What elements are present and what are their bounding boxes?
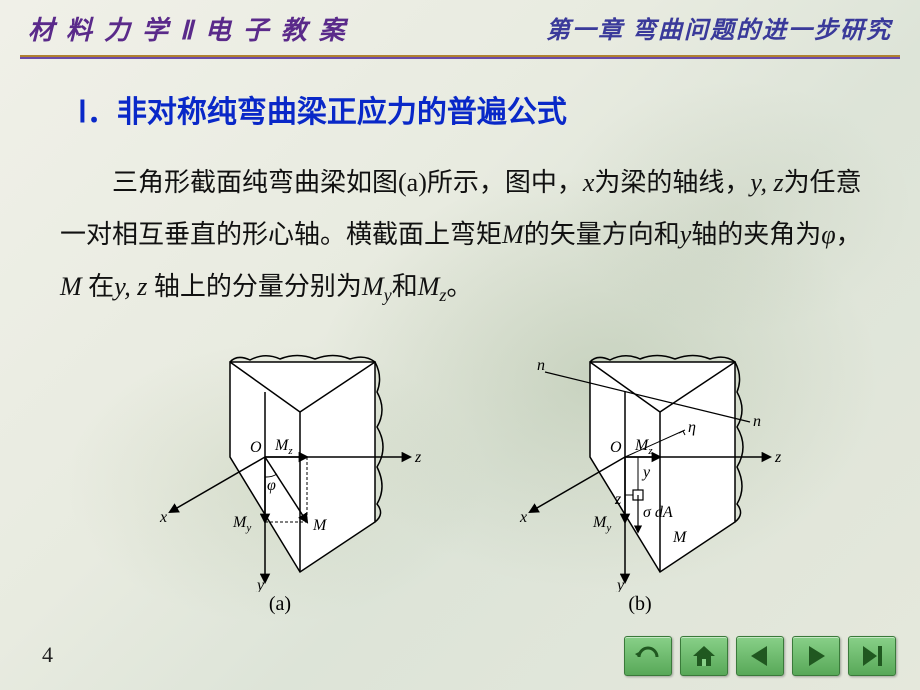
header: 材料力学Ⅱ电子教案 第一章 弯曲问题的进一步研究 xyxy=(0,0,920,53)
label-O: O xyxy=(610,439,622,456)
label-eta: η xyxy=(688,419,696,436)
text: 。 xyxy=(446,272,472,301)
figure-b: O z x y n n η Mz My M y z σ dA (b) xyxy=(475,332,805,616)
nav-end-button[interactable] xyxy=(848,636,896,676)
var-M: M xyxy=(502,220,524,249)
label-z: z xyxy=(774,449,782,466)
label-M: M xyxy=(312,517,328,534)
text: 轴上的分量分别为 xyxy=(147,272,362,301)
label-x: x xyxy=(519,509,527,526)
var-y: y xyxy=(680,220,692,249)
var-yz2: y, z xyxy=(114,272,147,301)
text: 和 xyxy=(392,272,418,301)
var-My-sub: y xyxy=(384,285,392,305)
figure-b-svg: O z x y n n η Mz My M y z σ dA xyxy=(475,332,805,592)
var-My: M xyxy=(362,272,384,301)
svg-text:My: My xyxy=(592,514,611,534)
text: 的矢量方向和 xyxy=(524,220,680,249)
section-title-text: 非对称纯弯曲梁正应力的普遍公式 xyxy=(117,96,567,129)
label-O: O xyxy=(250,439,262,456)
header-left: 材料力学Ⅱ电子教案 xyxy=(28,10,357,47)
page-number: 4 xyxy=(42,642,53,668)
nav-bar xyxy=(624,636,896,676)
text: 为梁的轴线， xyxy=(594,168,750,197)
label-My-sub: y xyxy=(605,522,611,534)
nav-home-button[interactable] xyxy=(680,636,728,676)
figure-a-caption: (a) xyxy=(115,593,445,616)
text: ， xyxy=(836,220,862,249)
label-small-y: y xyxy=(641,464,651,481)
label-M: M xyxy=(672,529,688,546)
svg-text:My: My xyxy=(232,514,251,534)
section-number: Ⅰ． xyxy=(78,96,117,129)
label-small-z: z xyxy=(614,491,622,508)
var-phi: φ xyxy=(821,220,835,249)
header-right: 第一章 弯曲问题的进一步研究 xyxy=(546,10,892,47)
label-sigma-dA: σ dA xyxy=(643,504,673,521)
figure-b-caption: (b) xyxy=(475,593,805,616)
nav-prev-button[interactable] xyxy=(736,636,784,676)
nav-next-button[interactable] xyxy=(792,636,840,676)
label-Mz-sub: z xyxy=(287,445,293,457)
label-x: x xyxy=(159,509,167,526)
label-My-sub: y xyxy=(245,522,251,534)
label-y: y xyxy=(615,577,625,592)
nav-return-button[interactable] xyxy=(624,636,672,676)
label-z: z xyxy=(414,449,422,466)
paragraph: 三角形截面纯弯曲梁如图(a)所示，图中，x为梁的轴线，y, z为任意一对相互垂直… xyxy=(60,157,870,314)
label-n1: n xyxy=(537,357,545,374)
content: Ⅰ．非对称纯弯曲梁正应力的普遍公式 三角形截面纯弯曲梁如图(a)所示，图中，x为… xyxy=(0,59,920,314)
text: 轴的夹角为 xyxy=(691,220,821,249)
var-yz: y, z xyxy=(750,168,783,197)
figure-a-svg: O z x y Mz My M φ xyxy=(115,332,445,592)
text: 在 xyxy=(82,272,115,301)
label-n2: n xyxy=(753,413,761,430)
var-M2: M xyxy=(60,272,82,301)
var-Mz: M xyxy=(418,272,440,301)
figures-row: O z x y Mz My M φ (a) xyxy=(0,332,920,616)
figure-a: O z x y Mz My M φ (a) xyxy=(115,332,445,616)
label-Mz-sub: z xyxy=(647,445,653,457)
var-x: x xyxy=(583,168,595,197)
label-y: y xyxy=(255,577,265,592)
text: 三角形截面纯弯曲梁如图(a)所示，图中， xyxy=(112,168,583,197)
section-title: Ⅰ．非对称纯弯曲梁正应力的普遍公式 xyxy=(78,83,870,143)
label-phi: φ xyxy=(267,477,276,494)
